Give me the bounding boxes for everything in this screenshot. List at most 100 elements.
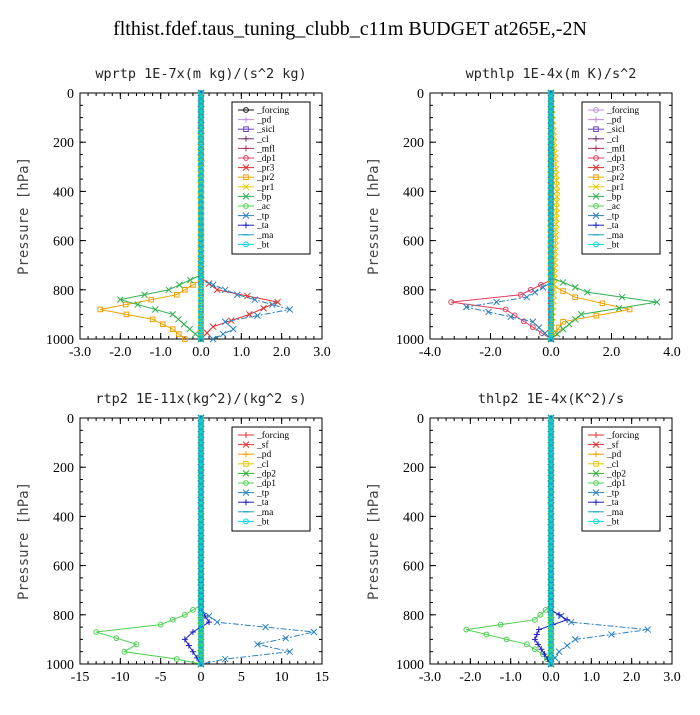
series-marker bbox=[548, 540, 554, 547]
y-tick-label: 1000 bbox=[396, 658, 424, 673]
series-marker bbox=[548, 628, 554, 635]
series-marker bbox=[198, 469, 204, 476]
series-marker bbox=[198, 628, 204, 635]
y-axis-label: Pressure [hPa] bbox=[366, 482, 382, 600]
series-marker bbox=[548, 644, 554, 651]
legend-label: _ta bbox=[606, 221, 619, 231]
series-marker bbox=[535, 641, 542, 648]
series-marker bbox=[198, 254, 204, 260]
series-marker bbox=[593, 312, 600, 319]
series-bp bbox=[116, 89, 205, 343]
legend-marker bbox=[593, 145, 599, 152]
series-marker bbox=[198, 458, 204, 465]
series-marker bbox=[531, 288, 539, 296]
y-tick-label: 200 bbox=[53, 136, 74, 151]
series-marker bbox=[181, 611, 188, 618]
legend-label: _ta bbox=[256, 221, 269, 231]
legend-marker bbox=[592, 489, 600, 496]
series-marker bbox=[548, 281, 554, 288]
series-ta bbox=[181, 415, 213, 667]
series-bt bbox=[198, 415, 204, 667]
series-marker bbox=[221, 318, 229, 326]
series-marker bbox=[548, 172, 554, 178]
series-marker bbox=[159, 321, 166, 328]
legend-marker bbox=[243, 451, 249, 458]
series-marker bbox=[165, 286, 173, 294]
series-marker bbox=[548, 303, 554, 310]
series-marker bbox=[113, 635, 120, 642]
series-marker bbox=[548, 633, 554, 640]
legend-label: _cl bbox=[606, 135, 619, 145]
series-marker bbox=[548, 155, 554, 162]
series-marker bbox=[198, 650, 204, 656]
series-marker bbox=[548, 480, 554, 487]
legend: _forcing_sf_pd_cl_dp2_dp1_tp_ta_ma_bt bbox=[231, 426, 311, 532]
series-marker bbox=[553, 209, 560, 217]
series-marker bbox=[198, 447, 204, 454]
legend-marker bbox=[593, 432, 599, 438]
series-marker bbox=[198, 579, 204, 585]
legend-marker bbox=[593, 222, 599, 229]
series-marker bbox=[548, 265, 554, 271]
series-marker bbox=[548, 308, 554, 315]
legend-label: _dp1 bbox=[256, 154, 276, 164]
series-marker bbox=[538, 646, 545, 653]
series-marker bbox=[206, 619, 213, 626]
series-marker bbox=[198, 551, 204, 558]
legend-label: _tp bbox=[256, 489, 269, 499]
series-marker bbox=[527, 286, 534, 293]
series-marker bbox=[553, 182, 561, 190]
series-marker bbox=[553, 177, 560, 184]
series-marker bbox=[548, 314, 554, 321]
legend-marker bbox=[242, 212, 250, 219]
y-tick-label: 600 bbox=[53, 235, 74, 250]
series-marker bbox=[548, 584, 554, 591]
legend-label: _dp2 bbox=[606, 469, 626, 479]
series-marker bbox=[169, 326, 176, 332]
series-marker bbox=[169, 311, 177, 318]
series-marker bbox=[198, 540, 204, 547]
legend-label: _cl bbox=[256, 135, 269, 145]
legend-marker bbox=[243, 461, 249, 467]
series-marker bbox=[571, 636, 579, 643]
series-marker bbox=[531, 636, 538, 643]
series-marker bbox=[198, 611, 204, 618]
legend-marker bbox=[242, 164, 250, 171]
series-marker bbox=[618, 293, 626, 301]
legend-marker bbox=[242, 441, 250, 448]
series-marker bbox=[198, 133, 204, 140]
series-marker bbox=[198, 150, 204, 157]
series-group bbox=[93, 414, 318, 668]
y-tick-label: 1000 bbox=[46, 658, 74, 673]
series-marker bbox=[198, 480, 204, 487]
series-marker bbox=[149, 316, 156, 323]
legend-marker bbox=[592, 470, 600, 477]
series-marker bbox=[209, 323, 217, 331]
series-marker bbox=[198, 644, 204, 651]
series-marker bbox=[198, 535, 204, 542]
series-marker bbox=[533, 631, 540, 638]
legend-marker bbox=[243, 145, 249, 152]
series-marker bbox=[123, 311, 130, 318]
legend: _forcing_sf_pd_cl_dp2_dp1_tp_ta_ma_bt bbox=[581, 426, 661, 532]
series-marker bbox=[541, 651, 548, 658]
series-marker bbox=[233, 291, 241, 299]
series-marker bbox=[221, 655, 229, 663]
series-marker bbox=[198, 336, 204, 342]
series-marker bbox=[198, 199, 204, 206]
series-marker bbox=[310, 628, 318, 636]
series-marker bbox=[198, 275, 204, 282]
series-marker bbox=[262, 623, 269, 631]
series-marker bbox=[198, 639, 204, 646]
series-marker bbox=[553, 204, 560, 212]
series-marker bbox=[198, 655, 204, 662]
series-marker bbox=[548, 442, 554, 449]
series-marker bbox=[548, 292, 554, 299]
series-marker bbox=[198, 464, 204, 471]
legend-label: _dp2 bbox=[256, 469, 276, 479]
legend-marker bbox=[243, 432, 249, 438]
series-marker bbox=[548, 486, 554, 492]
y-tick-label: 600 bbox=[403, 560, 424, 575]
x-tick-label: -5 bbox=[155, 670, 167, 685]
series-marker bbox=[186, 325, 194, 333]
